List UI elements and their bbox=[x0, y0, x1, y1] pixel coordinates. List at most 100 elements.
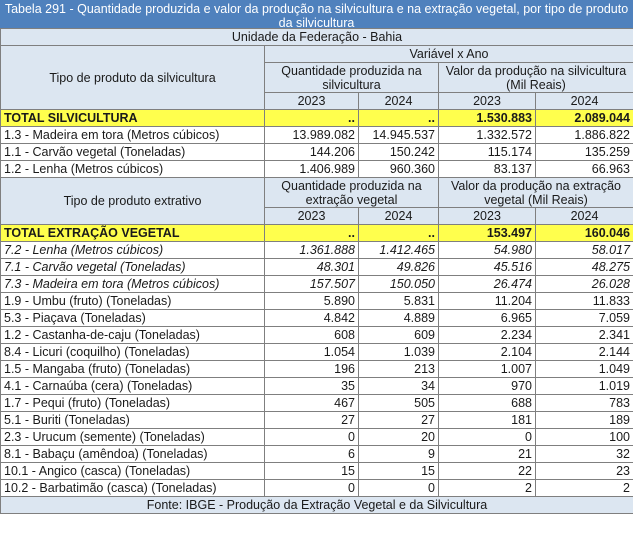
row-value: 2.341 bbox=[535, 326, 633, 344]
row-value: 467 bbox=[264, 394, 359, 412]
sec1-year-header: 2024 bbox=[358, 92, 439, 110]
row-value: 189 bbox=[535, 411, 633, 429]
table-title: Tabela 291 - Quantidade produzida e valo… bbox=[0, 0, 633, 30]
row-value: 22 bbox=[438, 462, 536, 480]
sec2-table-row: 2.3 - Urucum (semente) (Toneladas) 0 20 0 10… bbox=[0, 428, 633, 446]
sec2-table-row: 7.1 - Carvão vegetal (Toneladas) 48.301 49… bbox=[0, 258, 633, 276]
row-value: 26.028 bbox=[535, 275, 633, 293]
row-label: 4.1 - Carnaúba (cera) (Toneladas) bbox=[0, 377, 265, 395]
row-value: 1.007 bbox=[438, 360, 536, 378]
sec2-table-row: 5.3 - Piaçava (Toneladas) 4.842 4.889 6.965… bbox=[0, 309, 633, 327]
sec2-table-row: 8.1 - Babaçu (amêndoa) (Toneladas) 6 9 21 32 bbox=[0, 445, 633, 463]
row-value: 21 bbox=[438, 445, 536, 463]
row-value: 2.234 bbox=[438, 326, 536, 344]
row-label: 1.2 - Castanha-de-caju (Toneladas) bbox=[0, 326, 265, 344]
row-value: 960.360 bbox=[358, 160, 439, 178]
row-value: 58.017 bbox=[535, 241, 633, 259]
row-value: 1.332.572 bbox=[438, 126, 536, 144]
row-value: 970 bbox=[438, 377, 536, 395]
sec2-table-row: 4.1 - Carnaúba (cera) (Toneladas) 35 34 970… bbox=[0, 377, 633, 395]
row-value: 48.301 bbox=[264, 258, 359, 276]
row-value: 196 bbox=[264, 360, 359, 378]
row-label: 5.3 - Piaçava (Toneladas) bbox=[0, 309, 265, 327]
row-value: 688 bbox=[438, 394, 536, 412]
sec1-qtd-header: Quantidade produzida na silvicultura bbox=[264, 62, 439, 93]
row-value: 157.507 bbox=[264, 275, 359, 293]
data-table: Unidade da Federação - Bahia Tipo de pro… bbox=[0, 28, 633, 514]
row-value: 1.039 bbox=[358, 343, 439, 361]
row-value: 0 bbox=[264, 479, 359, 497]
sec2-table-row: 7.2 - Lenha (Metros cúbicos) 1.361.888 1.4… bbox=[0, 241, 633, 259]
row-value: 2 bbox=[438, 479, 536, 497]
row-label: 10.2 - Barbatimão (casca) (Toneladas) bbox=[0, 479, 265, 497]
row-value: 7.059 bbox=[535, 309, 633, 327]
row-value: 1.054 bbox=[264, 343, 359, 361]
row-value: 609 bbox=[358, 326, 439, 344]
sec2-tipo-header: Tipo de produto extrativo bbox=[0, 177, 265, 225]
sec2-qtd-header: Quantidade produzida na extração vegetal bbox=[264, 177, 439, 208]
row-label: TOTAL SILVICULTURA bbox=[0, 109, 265, 127]
row-value: 9 bbox=[358, 445, 439, 463]
sec2-table-row: 1.7 - Pequi (fruto) (Toneladas) 467 505 688… bbox=[0, 394, 633, 412]
sec2-table-row: TOTAL EXTRAÇÃO VEGETAL.... 153.497 160.046 bbox=[0, 224, 633, 242]
row-value: 5.890 bbox=[264, 292, 359, 310]
row-value: 1.886.822 bbox=[535, 126, 633, 144]
row-value: 54.980 bbox=[438, 241, 536, 259]
row-value: 0 bbox=[438, 428, 536, 446]
sec1-year-header: 2023 bbox=[438, 92, 536, 110]
row-value: 48.275 bbox=[535, 258, 633, 276]
row-value: 150.242 bbox=[358, 143, 439, 161]
row-value: 505 bbox=[358, 394, 439, 412]
row-label: 10.1 - Angico (casca) (Toneladas) bbox=[0, 462, 265, 480]
row-value: 4.889 bbox=[358, 309, 439, 327]
row-value: 4.842 bbox=[264, 309, 359, 327]
row-value: 2.104 bbox=[438, 343, 536, 361]
sec2-table-row: 1.5 - Mangaba (fruto) (Toneladas) 196 213 1… bbox=[0, 360, 633, 378]
sec1-year-header: 2024 bbox=[535, 92, 633, 110]
row-value: 45.516 bbox=[438, 258, 536, 276]
row-value: 11.204 bbox=[438, 292, 536, 310]
row-label: 7.2 - Lenha (Metros cúbicos) bbox=[0, 241, 265, 259]
row-value: 49.826 bbox=[358, 258, 439, 276]
row-value: 35 bbox=[264, 377, 359, 395]
sec2-year-header: 2023 bbox=[438, 207, 536, 225]
row-label: 5.1 - Buriti (Toneladas) bbox=[0, 411, 265, 429]
sec1-table-row: TOTAL SILVICULTURA.... 1.530.883 2.089.044 bbox=[0, 109, 633, 127]
source-footer: Fonte: IBGE - Produção da Extração Veget… bbox=[0, 496, 633, 514]
row-value: 0 bbox=[264, 428, 359, 446]
row-label: 8.1 - Babaçu (amêndoa) (Toneladas) bbox=[0, 445, 265, 463]
sec2-table-row: 8.4 - Licuri (coquilho) (Toneladas) 1.054… bbox=[0, 343, 633, 361]
row-label: TOTAL EXTRAÇÃO VEGETAL bbox=[0, 224, 265, 242]
row-value: .. bbox=[264, 109, 359, 127]
row-value: 2.144 bbox=[535, 343, 633, 361]
row-value: 100 bbox=[535, 428, 633, 446]
row-value: 135.259 bbox=[535, 143, 633, 161]
unidade-label: Unidade da Federação - Bahia bbox=[0, 28, 633, 46]
sec1-tipo-header: Tipo de produto da silvicultura bbox=[0, 45, 265, 110]
row-value: 1.019 bbox=[535, 377, 633, 395]
row-value: 1.049 bbox=[535, 360, 633, 378]
sec2-table-row: 7.3 - Madeira em tora (Metros cúbicos) 15… bbox=[0, 275, 633, 293]
row-value: 6 bbox=[264, 445, 359, 463]
sec2-year-header: 2023 bbox=[264, 207, 359, 225]
sec2-table-row: 1.9 - Umbu (fruto) (Toneladas) 5.890 5.831… bbox=[0, 292, 633, 310]
row-value: 213 bbox=[358, 360, 439, 378]
sec1-table-row: 1.2 - Lenha (Metros cúbicos) 1.406.989 960… bbox=[0, 160, 633, 178]
sec2-table-row: 10.1 - Angico (casca) (Toneladas) 15 15 22 2… bbox=[0, 462, 633, 480]
sec1-table-row: 1.1 - Carvão vegetal (Toneladas) 144.206 1… bbox=[0, 143, 633, 161]
sec2-table-row: 10.2 - Barbatimão (casca) (Toneladas) 0 0 2… bbox=[0, 479, 633, 497]
row-value: 13.989.082 bbox=[264, 126, 359, 144]
row-label: 1.1 - Carvão vegetal (Toneladas) bbox=[0, 143, 265, 161]
sec1-year-header: 2023 bbox=[264, 92, 359, 110]
sec2-table-row: 5.1 - Buriti (Toneladas) 27 27 181 189 bbox=[0, 411, 633, 429]
row-label: 1.3 - Madeira em tora (Metros cúbicos) bbox=[0, 126, 265, 144]
row-value: 1.406.989 bbox=[264, 160, 359, 178]
row-value: 32 bbox=[535, 445, 633, 463]
row-value: 2 bbox=[535, 479, 633, 497]
row-value: 27 bbox=[264, 411, 359, 429]
row-value: 153.497 bbox=[438, 224, 536, 242]
row-label: 8.4 - Licuri (coquilho) (Toneladas) bbox=[0, 343, 265, 361]
row-label: 2.3 - Urucum (semente) (Toneladas) bbox=[0, 428, 265, 446]
row-value: 66.963 bbox=[535, 160, 633, 178]
sec2-table-row: 1.2 - Castanha-de-caju (Toneladas) 608 609… bbox=[0, 326, 633, 344]
